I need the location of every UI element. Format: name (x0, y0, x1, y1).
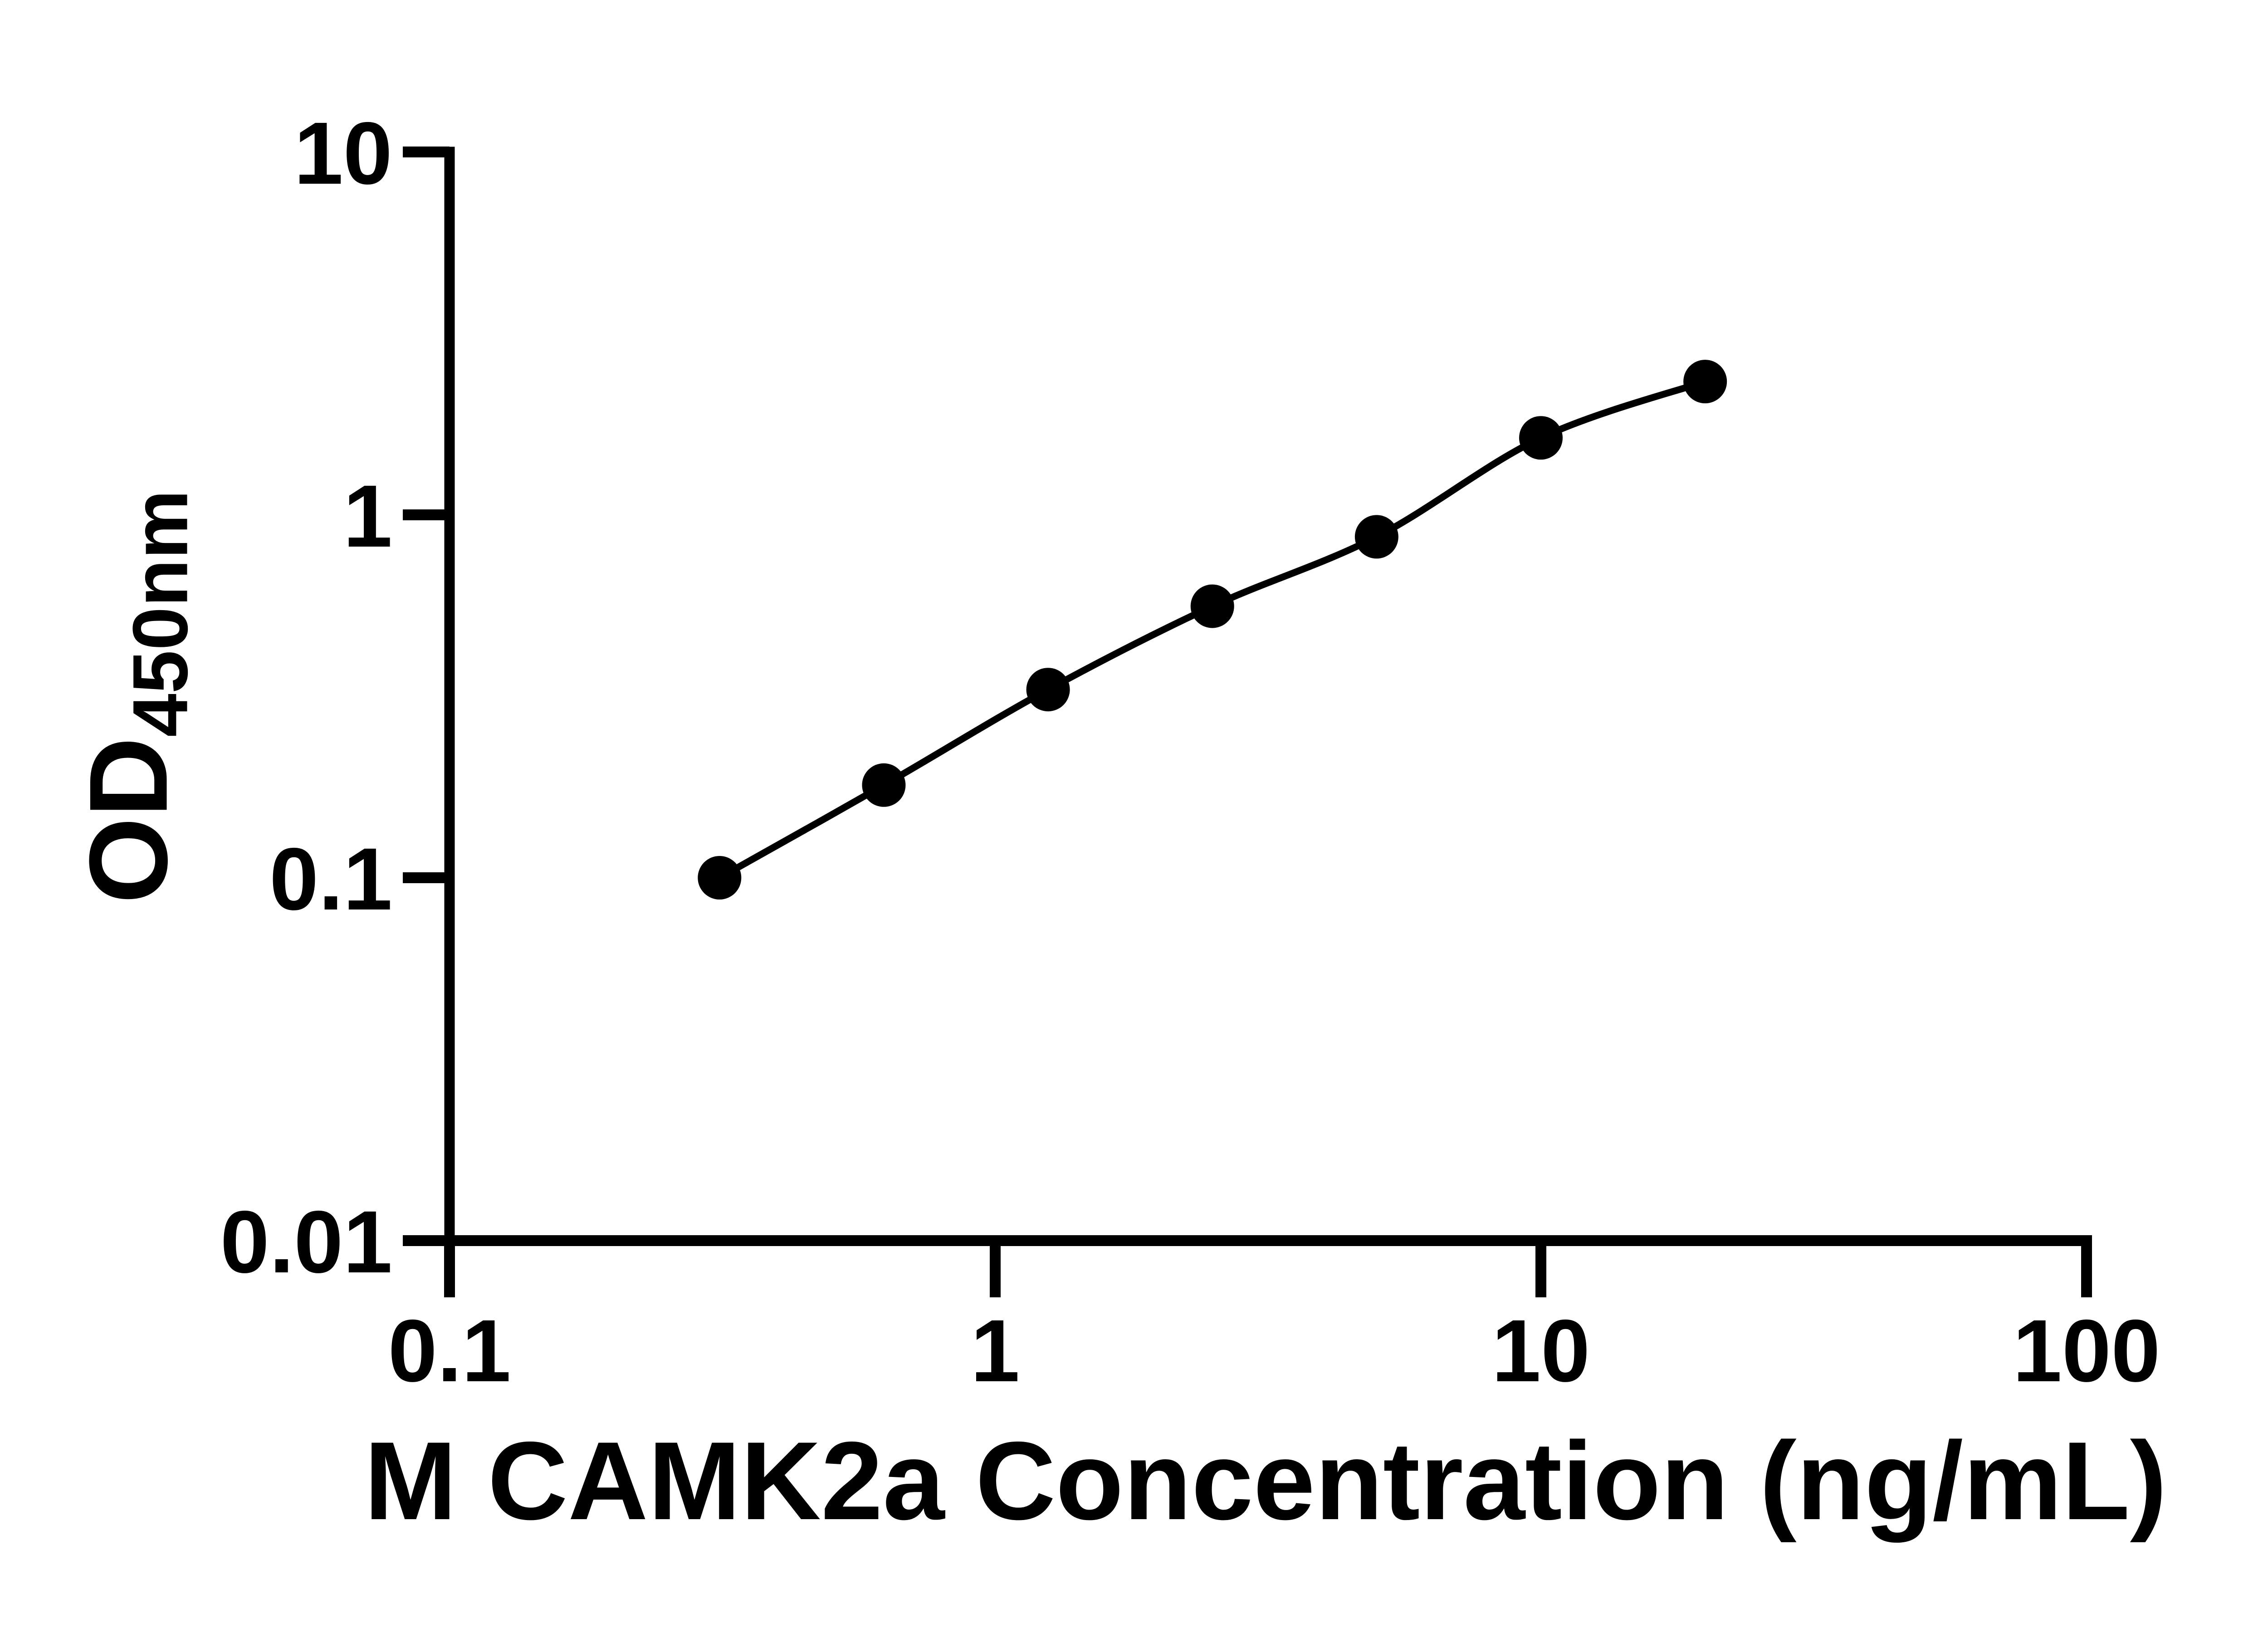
x-tick-label: 1 (971, 1301, 1020, 1400)
data-point (698, 856, 742, 900)
data-point (1354, 515, 1398, 559)
y-axis-title-main: OD (66, 737, 191, 904)
x-tick-label: 0.1 (388, 1301, 511, 1400)
data-point (862, 763, 906, 807)
data-point (1026, 668, 1070, 712)
y-tick-label: 10 (294, 104, 392, 203)
x-tick-label: 10 (1492, 1301, 1590, 1400)
curve-line (718, 378, 1706, 881)
x-axis-title: M CAMK2a Concentration (ng/mL) (364, 1418, 2167, 1543)
data-point (1519, 416, 1563, 460)
y-tick-label: 1 (343, 467, 392, 566)
data-point (1190, 584, 1234, 628)
y-axis-title: OD450nm (66, 490, 204, 904)
data-point (1683, 360, 1727, 404)
y-tick-label: 0.01 (220, 1193, 392, 1291)
y-axis-title-subscript: 450nm (117, 489, 204, 737)
x-tick-label: 100 (2013, 1301, 2160, 1400)
y-tick-label: 0.1 (269, 830, 392, 929)
